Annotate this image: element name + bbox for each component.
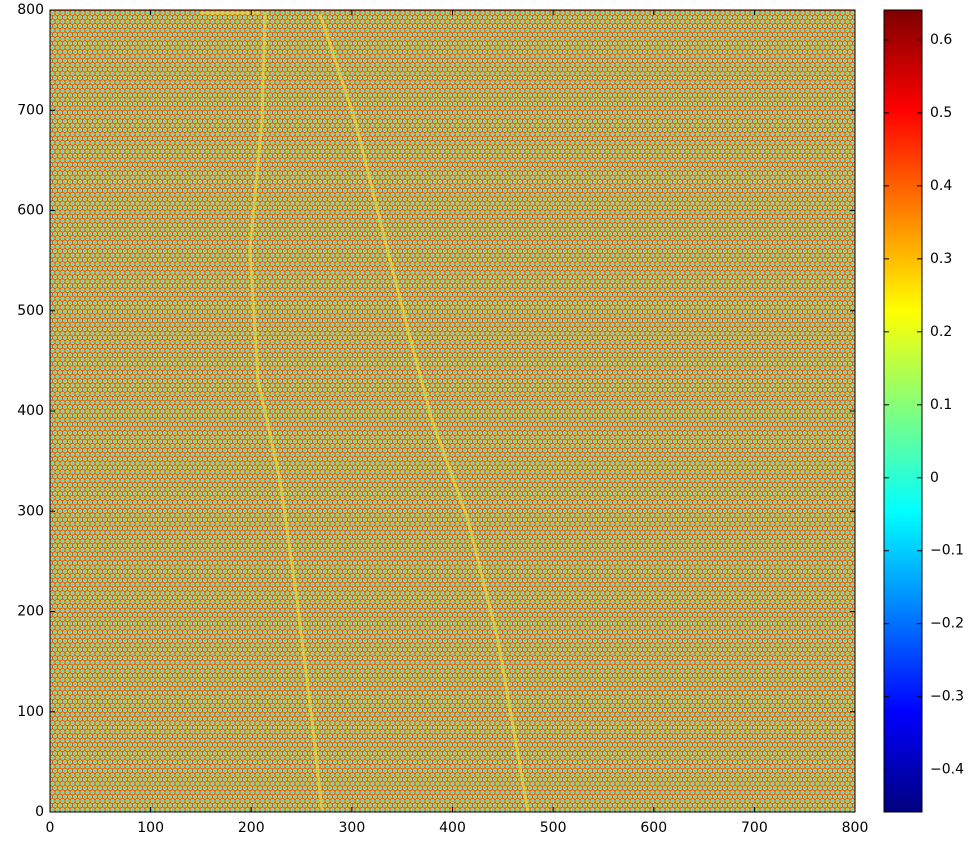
colorbar-tick-label: 0.3: [930, 251, 952, 267]
colorbar-tick-label: 0.5: [930, 105, 952, 121]
y-tick-label: 500: [17, 303, 44, 319]
x-tick-label: 100: [137, 820, 164, 836]
x-tick-label: 400: [439, 820, 466, 836]
colorbar-tick-label: 0.2: [930, 324, 952, 340]
colorbar-tick-label: −0.4: [930, 762, 964, 778]
x-tick-label: 0: [46, 820, 55, 836]
x-tick-label: 200: [238, 820, 265, 836]
x-tick-label: 700: [741, 820, 768, 836]
y-tick-label: 300: [17, 503, 44, 519]
grain-boundaries: [200, 11, 530, 813]
x-tick-label: 300: [339, 820, 366, 836]
y-tick-label: 400: [17, 403, 44, 419]
y-tick-label: 100: [17, 704, 44, 720]
y-tick-label: 0: [35, 804, 44, 820]
heatmap-image: [50, 10, 855, 812]
y-tick-label: 800: [17, 2, 44, 18]
x-tick-label: 800: [842, 820, 869, 836]
colorbar-tick-label: 0: [930, 470, 939, 486]
y-tick-label: 600: [17, 203, 44, 219]
colorbar-tick-label: −0.1: [930, 543, 964, 559]
y-tick-label: 200: [17, 604, 44, 620]
colorbar-tick-label: 0.4: [930, 178, 952, 194]
colorbar: [883, 9, 923, 813]
colorbar-tick-label: 0.6: [930, 32, 952, 48]
colorbar-tick-label: 0.1: [930, 397, 952, 413]
x-tick-label: 600: [640, 820, 667, 836]
x-tick-label: 500: [540, 820, 567, 836]
colorbar-tick-label: −0.3: [930, 689, 964, 705]
y-tick-label: 700: [17, 102, 44, 118]
colorbar-tick-label: −0.2: [930, 616, 964, 632]
